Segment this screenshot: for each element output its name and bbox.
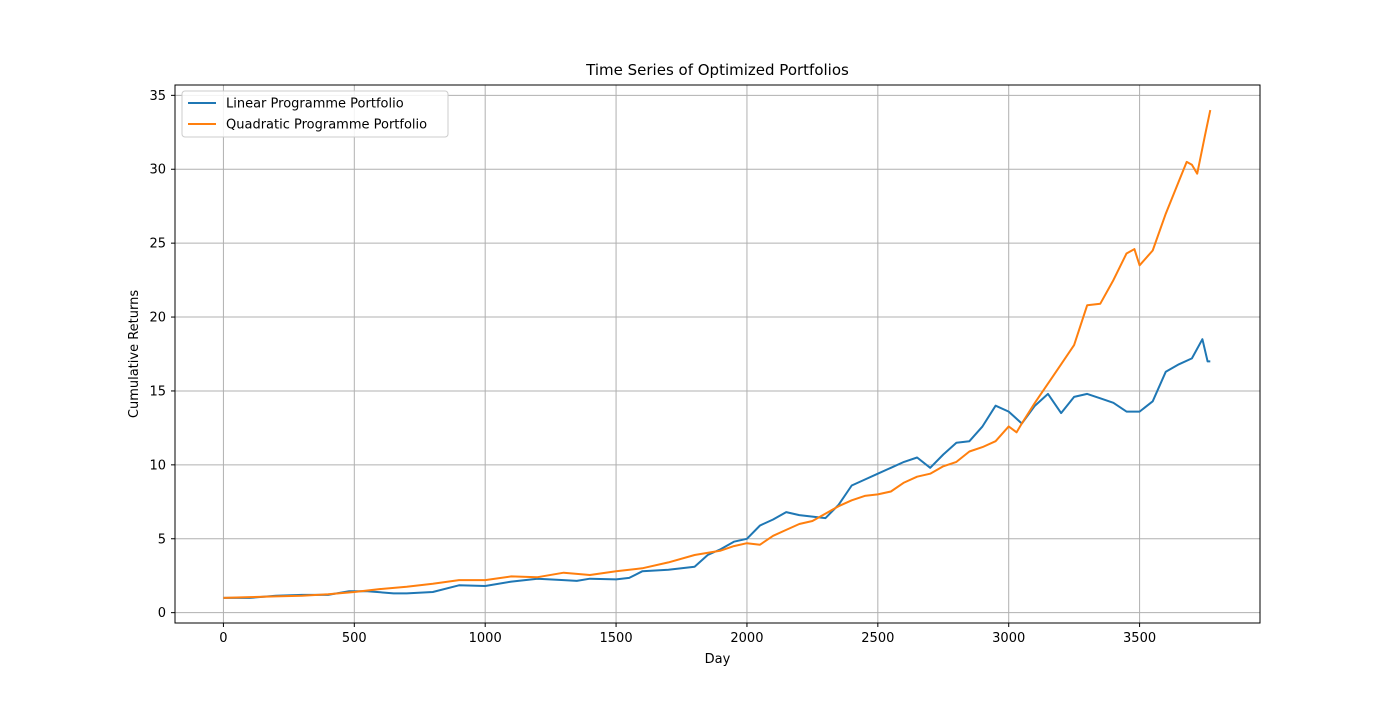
y-tick-label: 30 [149, 163, 166, 178]
x-tick-label: 3000 [992, 631, 1025, 646]
legend-label-quadratic: Quadratic Programme Portfolio [226, 118, 427, 133]
y-tick-label: 0 [158, 606, 166, 621]
y-axis-label: Cumulative Returns [127, 290, 142, 418]
y-tick-label: 15 [149, 384, 166, 399]
series-lines [223, 109, 1212, 599]
x-tick-label: 3500 [1123, 631, 1156, 646]
x-tick-label: 2000 [730, 631, 763, 646]
x-tick-label: 1500 [600, 631, 633, 646]
y-tick-label: 25 [149, 237, 166, 252]
legend-label-linear: Linear Programme Portfolio [226, 97, 404, 112]
series-line-linear [223, 338, 1211, 599]
x-axis-label: Day [705, 652, 731, 667]
x-tick-label: 0 [219, 631, 227, 646]
plot-frame [174, 84, 1261, 624]
y-tick-label: 20 [149, 311, 166, 326]
y-tick-label: 10 [149, 458, 166, 473]
y-axis-ticks: 0 5 10 15 20 25 30 35 [149, 89, 175, 621]
y-tick-label: 5 [158, 532, 166, 547]
legend-box [181, 90, 449, 138]
legend: Linear Programme Portfolio Quadratic Pro… [181, 90, 449, 138]
x-tick-label: 500 [342, 631, 367, 646]
chart-title: Time Series of Optimized Portfolios [585, 61, 849, 79]
x-axis-ticks: 0 500 1000 1500 2000 2500 3000 3500 [219, 623, 1156, 646]
series-line-quadratic [223, 109, 1212, 599]
x-tick-label: 1000 [469, 631, 502, 646]
y-tick-label: 35 [149, 89, 166, 104]
x-tick-label: 2500 [861, 631, 894, 646]
grid-lines [175, 85, 1260, 623]
